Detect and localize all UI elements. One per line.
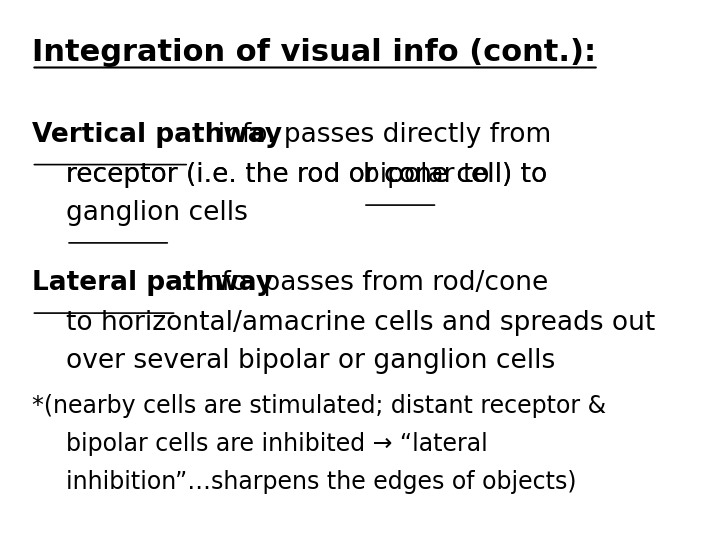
Text: :  info. passes directly from: : info. passes directly from — [192, 122, 552, 147]
Text: Vertical pathway: Vertical pathway — [32, 122, 282, 147]
Text: receptor (i.e. the rod or cone cell) to: receptor (i.e. the rod or cone cell) to — [66, 162, 556, 188]
Text: : info. passes from rod/cone: : info. passes from rod/cone — [179, 270, 548, 296]
Text: Integration of visual info (cont.):: Integration of visual info (cont.): — [32, 38, 595, 67]
Text: Lateral pathway: Lateral pathway — [32, 270, 273, 296]
Text: receptor (i.e. the rod or cone cell) to: receptor (i.e. the rod or cone cell) to — [66, 162, 556, 188]
Text: to horizontal/amacrine cells and spreads out: to horizontal/amacrine cells and spreads… — [66, 310, 655, 336]
Text: ganglion cells: ganglion cells — [66, 200, 248, 226]
Text: over several bipolar or ganglion cells: over several bipolar or ganglion cells — [66, 348, 555, 374]
Text: inhibition”…sharpens the edges of objects): inhibition”…sharpens the edges of object… — [66, 470, 577, 494]
Text: bipolar to: bipolar to — [363, 162, 490, 188]
Text: bipolar cells are inhibited → “lateral: bipolar cells are inhibited → “lateral — [66, 432, 488, 456]
Text: *(nearby cells are stimulated; distant receptor &: *(nearby cells are stimulated; distant r… — [32, 394, 606, 418]
